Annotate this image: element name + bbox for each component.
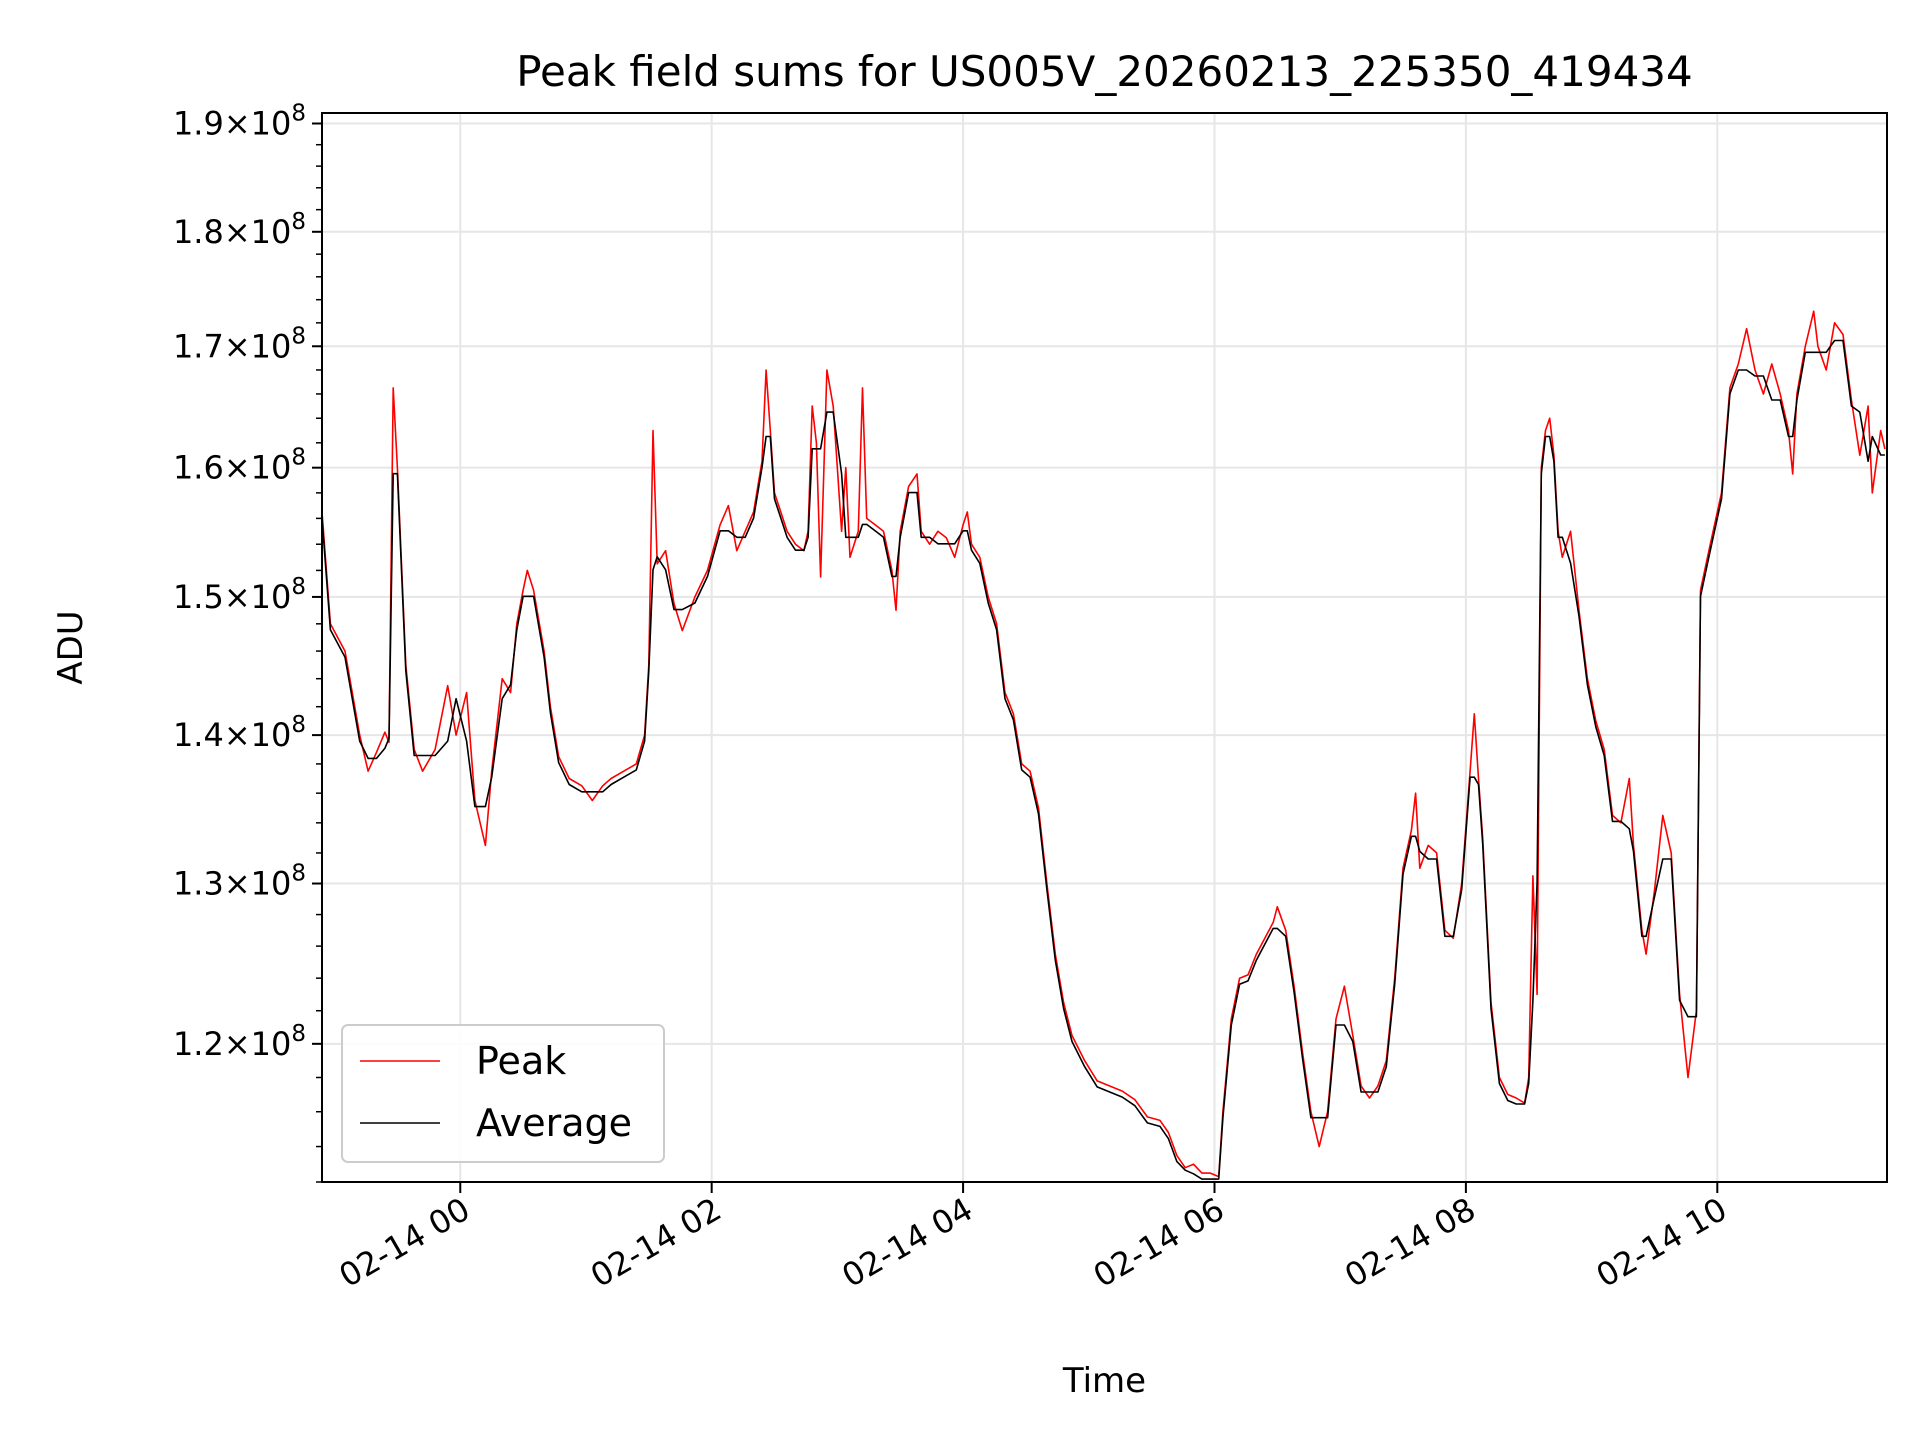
legend-peak-label: Peak [476, 1039, 566, 1083]
y-tick-base: 10 [251, 105, 292, 143]
series-layer [321, 310, 1886, 1180]
y-tick-mantissa: 1.8 [173, 213, 224, 251]
y-tick-times: × [224, 105, 251, 143]
x-tick-label: 02-14 08 [1338, 1190, 1482, 1295]
y-tick-mantissa: 1.9 [173, 105, 224, 143]
y-tick-exponent: 8 [291, 861, 306, 887]
grid [322, 113, 1887, 1182]
y-tick-mantissa: 1.5 [173, 578, 224, 616]
y-tick-exponent: 8 [291, 712, 306, 738]
y-axis: 1.2×1081.3×1081.4×1081.5×1081.6×1081.7×1… [173, 101, 322, 1183]
y-tick-label: 1.6×108 [173, 445, 306, 487]
y-tick-times: × [224, 578, 251, 616]
x-tick-label: 02-14 10 [1590, 1190, 1734, 1295]
y-tick-base: 10 [251, 327, 292, 365]
x-tick-label: 02-14 04 [835, 1190, 979, 1295]
y-tick-exponent: 8 [291, 209, 306, 235]
y-tick-exponent: 8 [291, 323, 306, 349]
y-tick-base: 10 [251, 865, 292, 903]
y-tick-times: × [224, 213, 251, 251]
y-tick-label: 1.4×108 [173, 712, 306, 754]
x-axis-label: Time [1062, 1361, 1146, 1401]
y-axis-label: ADU [51, 610, 91, 684]
y-tick-base: 10 [251, 578, 292, 616]
y-tick-label: 1.7×108 [173, 323, 306, 365]
y-tick-times: × [224, 449, 251, 487]
y-tick-exponent: 8 [291, 445, 306, 471]
x-axis: 02-14 00 02-14 02 02-14 04 02-14 06 02-14 08… [333, 1182, 1734, 1295]
y-tick-mantissa: 1.2 [173, 1025, 224, 1063]
y-tick-mantissa: 1.6 [173, 449, 224, 487]
y-tick-mantissa: 1.4 [173, 716, 224, 754]
y-tick-base: 10 [251, 1025, 292, 1063]
y-tick-times: × [224, 327, 251, 365]
y-tick-base: 10 [251, 213, 292, 251]
y-tick-exponent: 8 [291, 574, 306, 600]
series-average-line [321, 339, 1885, 1180]
legend: Peak Average [341, 1024, 665, 1163]
x-tick-label: 02-14 06 [1087, 1190, 1231, 1295]
legend-average-label: Average [476, 1101, 632, 1145]
y-tick-label: 1.2×108 [173, 1021, 306, 1063]
y-tick-label: 1.3×108 [173, 861, 306, 903]
chart-title: Peak field sums for US005V_20260213_2253… [516, 47, 1693, 96]
y-tick-times: × [224, 865, 251, 903]
x-tick-label: 02-14 02 [584, 1190, 728, 1295]
series-peak-line [321, 310, 1886, 1178]
y-tick-label: 1.5×108 [173, 574, 306, 616]
y-tick-exponent: 8 [291, 101, 306, 127]
y-tick-exponent: 8 [291, 1021, 306, 1047]
y-tick-base: 10 [251, 449, 292, 487]
y-tick-mantissa: 1.7 [173, 327, 224, 365]
y-tick-base: 10 [251, 716, 292, 754]
plot-frame [321, 112, 1888, 1183]
legend-box [341, 1024, 665, 1163]
y-tick-label: 1.8×108 [173, 209, 306, 251]
y-tick-label: 1.9×108 [173, 101, 306, 143]
x-tick-label: 02-14 00 [333, 1190, 477, 1295]
y-tick-times: × [224, 716, 251, 754]
y-tick-times: × [224, 1025, 251, 1063]
y-tick-mantissa: 1.3 [173, 865, 224, 903]
